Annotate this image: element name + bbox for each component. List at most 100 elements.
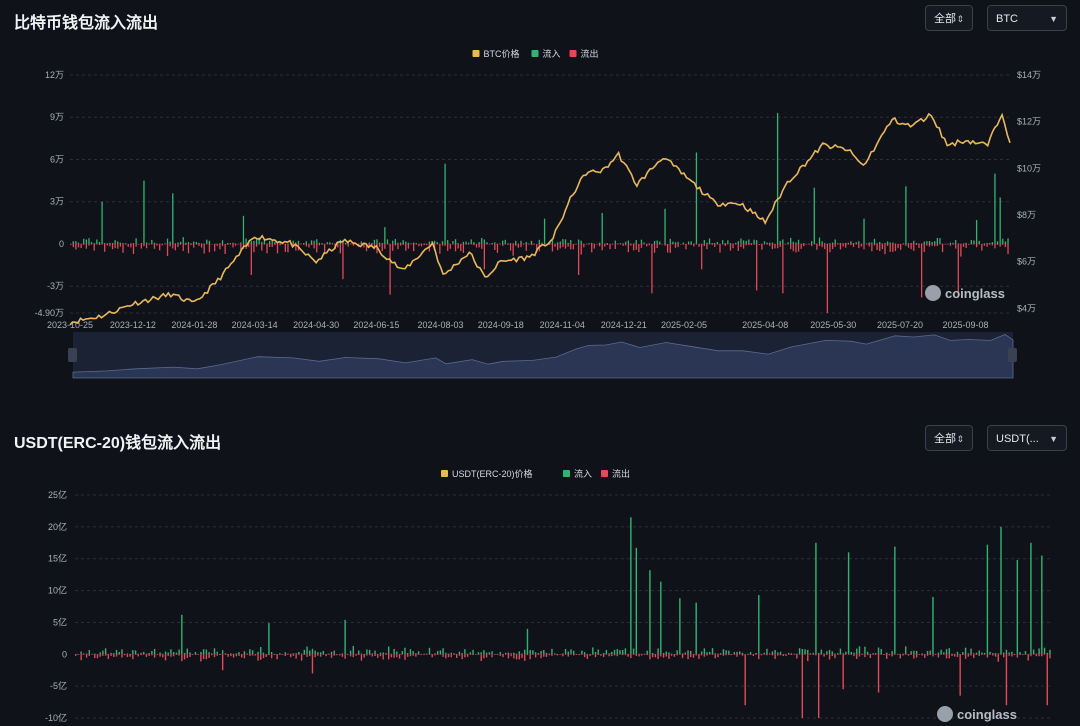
btc-inflow-bar (331, 243, 334, 244)
btc-outflow-bar (824, 243, 826, 250)
btc-outflow-bar (177, 243, 179, 248)
btc-outflow-bar (886, 243, 889, 246)
usdt-inflow-bar (975, 652, 978, 655)
btc-inflow-bar (517, 243, 520, 245)
usdt-outflow-bar (619, 654, 621, 655)
usdt-outflow-bar (793, 654, 795, 655)
usdt-outflow-bar (883, 654, 885, 656)
btc-outflow-bar (143, 243, 145, 247)
usdt-outflow-bar (540, 654, 542, 659)
btc-outflow-bar (826, 243, 829, 313)
btc-inflow-bar (72, 241, 74, 244)
usdt-outflow-bar (1038, 654, 1040, 657)
btc-inflow-bar (266, 243, 268, 244)
btc-inflow-bar (190, 243, 192, 244)
btc-outflow-bar (211, 243, 213, 245)
usdt-outflow-bar (504, 654, 507, 655)
usdt-inflow-bar (491, 651, 493, 655)
btc-outflow-bar (326, 243, 328, 245)
btc-flow-chart: BTC价格 流入 流出 12万 9万 6万 3万 0 -3万 -4.90万 $14万 $12万 $10万… (34, 48, 1041, 379)
btc-inflow-bar (991, 242, 993, 244)
usdt-outflow-bar (306, 654, 308, 657)
usdt-inflow-bar (417, 651, 420, 655)
btc-outflow-bar (151, 243, 153, 245)
usdt-inflow-bar (774, 650, 776, 655)
btc-inflow-bar (619, 243, 622, 244)
btc-outflow-bar (808, 243, 810, 245)
btc-inflow-bar (198, 242, 200, 244)
btc-inflow-bar (452, 241, 454, 244)
usdt-inflow-bar (156, 654, 159, 655)
btc-outflow-bar (784, 243, 787, 245)
usdt-inflow-bar (964, 647, 967, 655)
usdt-inflow-bar (812, 652, 814, 655)
btc-outflow-bar (342, 243, 344, 280)
usdt-outflow-bar (673, 654, 676, 657)
usdt-inflow-bar (268, 623, 270, 655)
btc-inflow-bar (690, 241, 692, 244)
usdt-outflow-bar (611, 654, 613, 657)
btc-outflow-bar (902, 243, 904, 245)
btc-outflow-bar (682, 243, 685, 245)
btc-outflow-bar (203, 243, 205, 254)
btc-outflow-bar (949, 243, 952, 246)
usdt-outflow-bar (241, 654, 243, 658)
usdt-inflow-bar (104, 648, 107, 655)
btc-outflow-bar (402, 243, 404, 245)
usdt-inflow-bar (962, 652, 964, 655)
usdt-outflow-bar (670, 654, 673, 656)
usdt-outflow-bar (967, 654, 970, 657)
usdt-outflow-bar (812, 654, 814, 655)
usdt-outflow-bar (924, 654, 926, 658)
usdt-outflow-bar (755, 654, 757, 655)
btc-outflow-bar (496, 243, 499, 253)
btc-navigator-handle-left[interactable] (68, 348, 77, 362)
btc-outflow-bar (253, 243, 255, 253)
usdt-inflow-bar (915, 650, 918, 655)
btc-outflow-bar (263, 243, 266, 245)
btc-outflow-bar (75, 243, 77, 250)
btc-outflow-bar (397, 243, 399, 250)
usdt-flow-chart: USDT(ERC-20)价格 流入 流出 25亿 20亿 15亿 10亿 5亿 0 -5亿 -10亿 (45, 468, 1052, 723)
btc-inflow-bar (413, 242, 415, 244)
usdt-legend-swatch (601, 470, 608, 477)
usdt-outflow-bar (431, 654, 433, 658)
btc-outflow-bar (960, 243, 962, 257)
usdt-inflow-bar (426, 653, 428, 655)
btc-inflow-bar (522, 243, 525, 245)
btc-navigator-handle-right[interactable] (1008, 348, 1017, 362)
btc-outflow-bar (627, 243, 630, 253)
usdt-inflow-bar (981, 652, 983, 655)
usdt-watermark-text: coinglass (957, 707, 1017, 722)
btc-outflow-bar (638, 243, 640, 253)
usdt-outflow-bar (1016, 654, 1019, 658)
usdt-coin-select[interactable]: USDT(... ▼ (987, 425, 1067, 451)
btc-range-select[interactable]: 全部 ⇕ (925, 5, 973, 31)
usdt-outflow-bar (485, 654, 488, 658)
btc-outflow-bar (583, 243, 585, 248)
usdt-outflow-bar (905, 654, 907, 655)
btc-outflow-bar (659, 243, 661, 245)
btc-outflow-bar (601, 243, 603, 251)
btc-coin-select[interactable]: BTC ▼ (987, 5, 1067, 31)
usdt-outflow-bar (602, 654, 605, 657)
btc-outflow-bar (884, 243, 886, 255)
usdt-outflow-bar (943, 654, 945, 655)
btc-inflow-bar (583, 243, 585, 245)
usdt-outflow-bar (1027, 654, 1029, 661)
btc-outflow-bar (646, 243, 648, 247)
usdt-outflow-bar (379, 654, 382, 657)
usdt-inflow-bar (853, 652, 855, 655)
btc-inflow-bar (664, 208, 666, 244)
btc-outflow-bar (80, 243, 82, 249)
usdt-outflow-bar (156, 654, 159, 655)
usdt-range-select[interactable]: 全部 ⇕ (925, 425, 973, 451)
btc-inflow-bar (177, 242, 179, 244)
usdt-inflow-bar (553, 653, 556, 655)
usdt-outflow-bar (175, 654, 178, 655)
btc-inflow-bar (570, 239, 572, 244)
btc-outflow-bar (554, 243, 556, 247)
usdt-inflow-bar (328, 653, 330, 655)
usdt-outflow-bar (719, 654, 722, 655)
usdt-outflow-bar (766, 654, 768, 656)
